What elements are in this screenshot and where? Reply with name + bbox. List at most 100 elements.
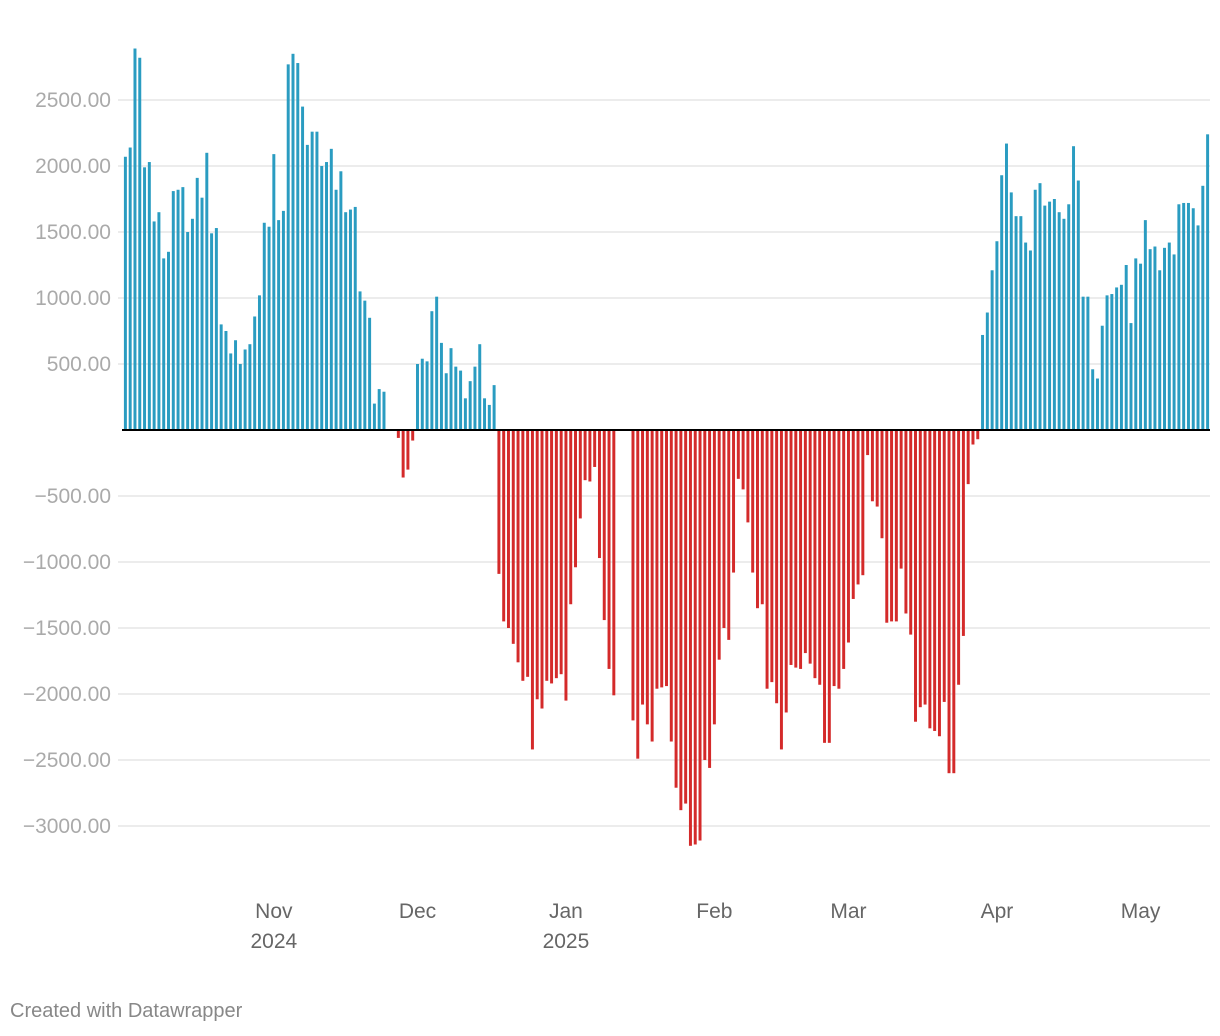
bar — [152, 221, 156, 430]
bar — [162, 258, 166, 430]
bar — [866, 430, 870, 456]
bar — [966, 430, 970, 485]
bar — [1005, 143, 1008, 430]
bar — [253, 316, 257, 430]
bar — [229, 353, 233, 430]
bar — [784, 430, 788, 713]
bar — [1115, 287, 1119, 430]
bar — [894, 430, 898, 622]
bar — [990, 270, 994, 430]
bar — [353, 206, 357, 430]
bar — [961, 430, 965, 636]
bar — [823, 430, 827, 743]
bar — [995, 241, 999, 430]
bar — [923, 430, 927, 705]
bar — [641, 430, 645, 705]
bar — [751, 430, 755, 573]
bar — [138, 57, 142, 430]
bar — [631, 430, 635, 721]
bar — [550, 430, 554, 684]
bar — [439, 342, 443, 430]
bar — [416, 364, 419, 430]
bar — [799, 430, 803, 669]
y-tick-label: 2500.00 — [35, 89, 111, 112]
bar — [655, 430, 659, 689]
x-tick-label: Mar — [830, 900, 866, 923]
bar — [214, 228, 218, 430]
bar — [952, 430, 956, 774]
bar — [248, 344, 252, 430]
bar — [224, 331, 228, 430]
bar — [348, 209, 352, 430]
bar — [406, 430, 410, 470]
bar — [593, 430, 597, 467]
bar — [1091, 369, 1095, 430]
bar — [344, 212, 348, 430]
bar — [315, 131, 319, 430]
x-tick-year-label: 2025 — [543, 930, 590, 953]
bar — [808, 430, 812, 664]
bar — [942, 430, 946, 702]
bar — [1134, 258, 1138, 430]
x-tick-year-label: 2024 — [250, 930, 297, 953]
bar — [1186, 202, 1190, 430]
bar — [291, 53, 295, 431]
bar — [813, 430, 817, 679]
bar — [1052, 199, 1056, 430]
bar — [933, 430, 937, 731]
bar — [918, 430, 922, 708]
bar — [1124, 265, 1128, 430]
bar — [569, 430, 573, 605]
bar — [885, 430, 889, 623]
bar — [382, 391, 386, 430]
bar — [205, 152, 209, 431]
bar — [1000, 175, 1004, 430]
bar — [684, 430, 688, 804]
bar — [856, 430, 860, 585]
bar — [971, 430, 975, 445]
bar — [760, 430, 764, 605]
x-axis: Nov 2024 Dec Jan 2025 Feb Mar Apr May — [250, 900, 1160, 953]
bar — [1033, 189, 1037, 430]
bar — [861, 430, 865, 576]
bar — [181, 187, 185, 430]
bar — [157, 212, 161, 430]
y-tick-label: 1500.00 — [35, 221, 111, 244]
bar — [301, 106, 305, 430]
bar — [411, 430, 415, 441]
bar — [497, 430, 501, 574]
bar — [123, 156, 127, 430]
bar — [832, 430, 836, 687]
bar — [1129, 323, 1133, 430]
bar — [597, 430, 601, 559]
bar — [1105, 295, 1109, 430]
bar — [368, 317, 372, 430]
bar — [377, 389, 381, 430]
bar — [262, 222, 266, 430]
bar — [636, 430, 640, 759]
bar — [1139, 263, 1143, 430]
bar — [660, 430, 664, 688]
bar — [957, 430, 961, 685]
bar — [732, 430, 736, 573]
bars — [123, 48, 1210, 846]
y-tick-label: 2000.00 — [35, 155, 111, 178]
bar — [463, 398, 467, 430]
bar — [171, 191, 175, 430]
bar — [372, 403, 376, 430]
bar — [602, 430, 606, 621]
bar — [483, 398, 487, 430]
bar — [363, 300, 367, 430]
bar — [827, 430, 831, 743]
bar — [1086, 296, 1090, 430]
bar — [765, 430, 769, 689]
bar — [267, 226, 271, 430]
bar — [305, 144, 309, 430]
bar — [1196, 225, 1200, 430]
bar — [846, 430, 850, 643]
bar — [296, 63, 300, 430]
bar — [981, 334, 985, 430]
bar — [674, 430, 678, 788]
bar — [358, 291, 362, 430]
y-tick-label: −3000.00 — [23, 815, 111, 838]
